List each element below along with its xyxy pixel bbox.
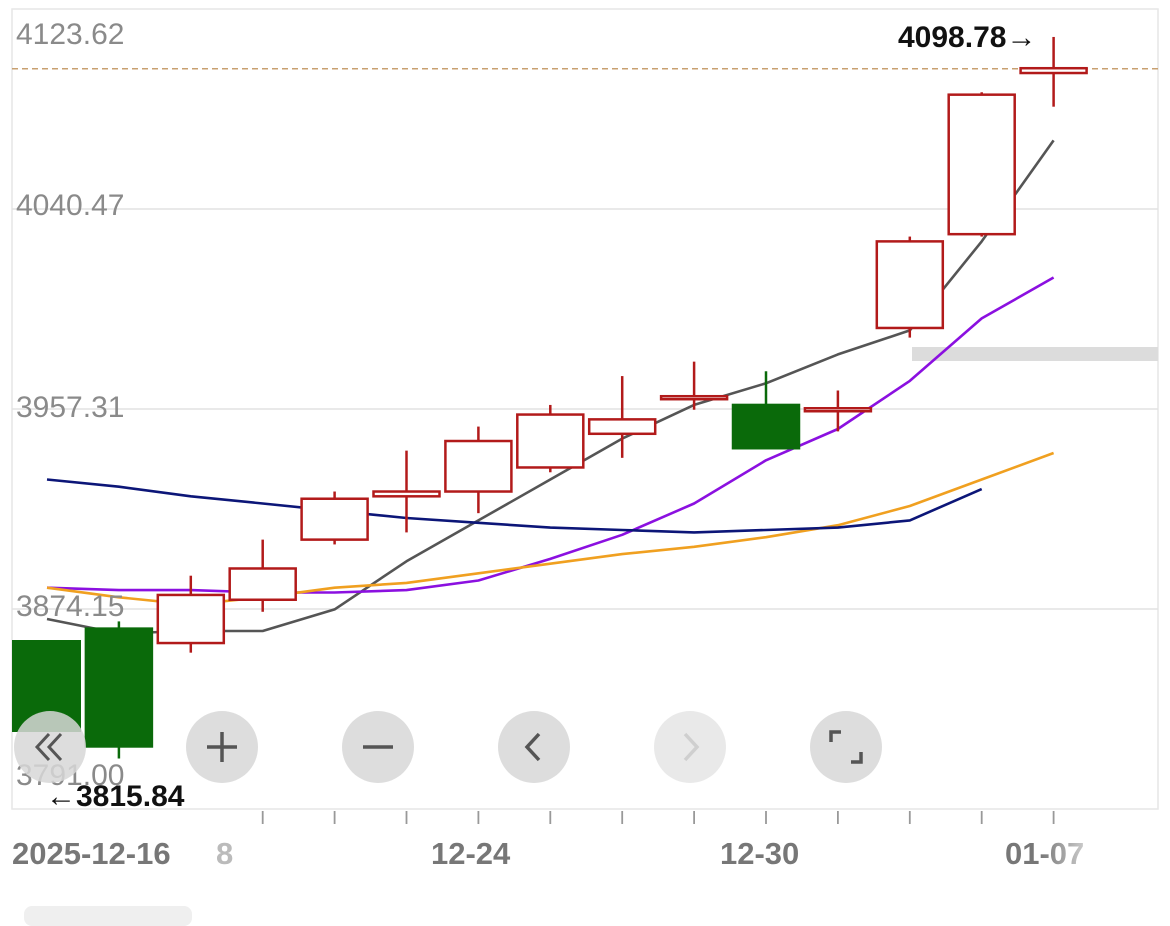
x-axis-ticks	[261, 811, 1055, 824]
candle	[1019, 36, 1088, 107]
candle	[516, 404, 585, 473]
candle-body	[156, 593, 226, 645]
candle	[444, 426, 513, 514]
candle-body	[228, 567, 297, 602]
candle-body	[659, 394, 729, 401]
x-tick-label: 2025-12-16	[12, 836, 171, 871]
candle	[803, 390, 873, 432]
max-price-annotation: 4098.78→	[898, 21, 1036, 54]
candle	[587, 376, 657, 458]
moving-average-line	[46, 276, 1055, 594]
fullscreen-button[interactable]	[810, 711, 882, 783]
candle-body	[444, 439, 513, 493]
candle	[228, 539, 297, 612]
moving-average-lines	[46, 139, 1055, 635]
candle	[731, 371, 801, 450]
scroll-right-button[interactable]	[654, 711, 726, 783]
candle-body	[1019, 66, 1088, 75]
candle-body	[587, 418, 657, 436]
candle-body	[516, 413, 585, 469]
minus-icon	[363, 745, 393, 749]
candle	[875, 236, 945, 338]
x-tick-label: 12-30	[720, 836, 799, 871]
candle	[84, 621, 154, 759]
candle	[659, 361, 729, 410]
x-tick-label-fragment: 8	[216, 836, 233, 871]
zoom-in-button[interactable]	[186, 711, 258, 783]
candle-body	[372, 490, 441, 498]
min-price-annotation: ←3815.84	[46, 780, 185, 813]
double-left-icon	[34, 732, 63, 762]
chevron-right-icon	[683, 732, 700, 762]
candles	[84, 36, 1088, 759]
moving-average-line	[46, 478, 983, 534]
bottom-tab-partial	[24, 906, 192, 926]
y-tick-label: 3957.31	[16, 391, 124, 424]
y-tick-label: 4040.47	[16, 189, 124, 222]
candle-body	[731, 403, 801, 450]
candle	[372, 450, 441, 533]
candle-body	[84, 627, 154, 748]
scroll-left-button[interactable]	[498, 711, 570, 783]
zoom-out-button[interactable]	[342, 711, 414, 783]
candle-body	[300, 497, 369, 541]
plus-icon	[207, 732, 237, 762]
chevron-left-icon	[524, 732, 541, 762]
candle-body	[947, 93, 1016, 236]
y-tick-label: 3874.15	[16, 590, 124, 623]
candle-body	[875, 240, 945, 330]
y-tick-label: 4123.62	[16, 18, 124, 51]
candle	[156, 575, 226, 653]
x-axis-labels: 2025-12-16 8 12-24 12-30 01-07	[12, 836, 1084, 871]
highlight-band	[912, 347, 1158, 361]
scroll-to-start-button[interactable]	[14, 711, 86, 783]
x-tick-label: 12-24	[431, 836, 511, 871]
candle	[300, 491, 369, 545]
candle	[947, 92, 1016, 237]
fullscreen-icon	[829, 730, 863, 764]
candle-body	[803, 406, 873, 413]
x-axis-fade	[1040, 838, 1170, 890]
